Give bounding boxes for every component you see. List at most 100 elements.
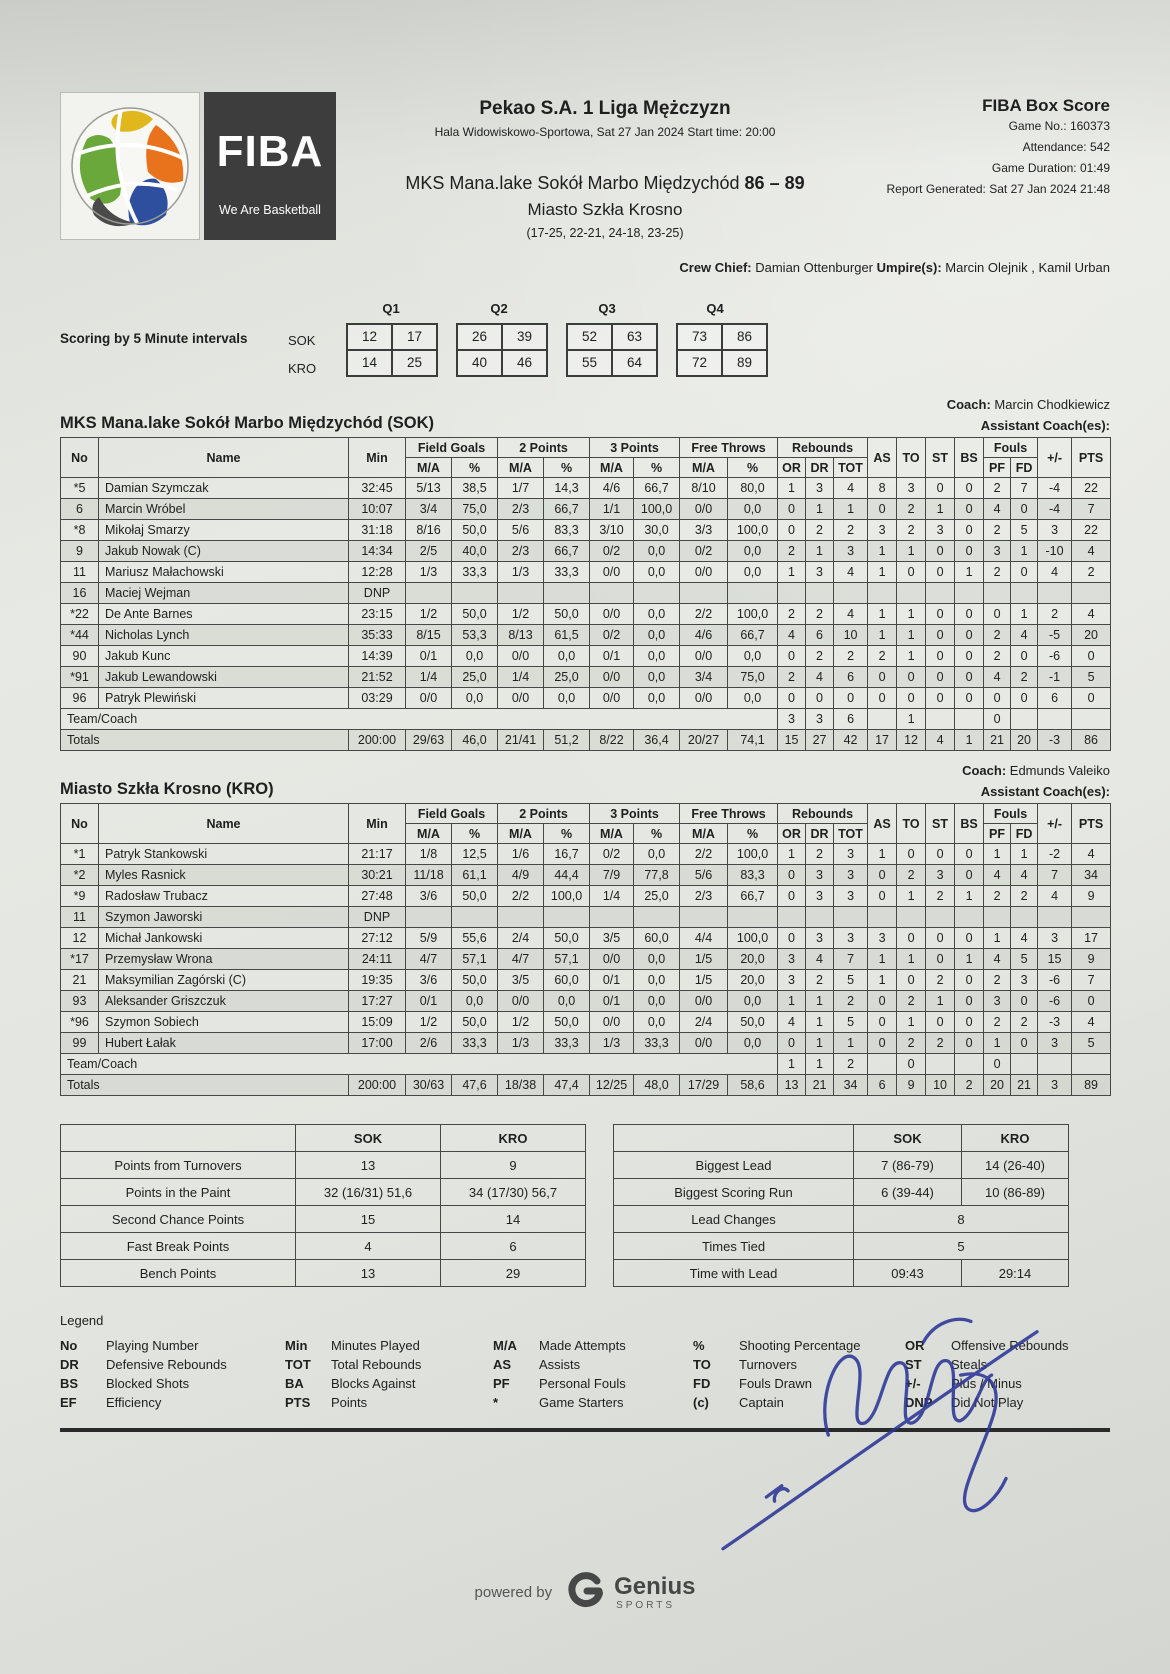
cell-fg: 8/15 [405, 624, 452, 646]
cell-p2p: 16,7 [543, 843, 591, 865]
cell-pm: 3 [1037, 927, 1073, 949]
cell-p2p: 83,3 [543, 519, 591, 541]
player-row: *44 Nicholas Lynch 35:33 8/15 53,3 8/13 61,5 0/… [60, 624, 1112, 646]
cell-min: 35:33 [348, 624, 406, 646]
intervals-grid: Q1 Q2 Q3 Q4 12 17 26 39 52 63 73 86 14 25 40 4… [346, 301, 786, 383]
cell-ft: 0/0 [679, 561, 729, 583]
kro-coach-name: Edmunds Valeiko [1009, 763, 1110, 778]
cell-or: 0 [777, 885, 807, 907]
player-row: 99 Hubert Łałak 17:00 2/6 33,3 1/3 33,3 1/3 33,3… [60, 1032, 1112, 1054]
cell-name: Maksymilian Zagórski (C) [98, 969, 349, 991]
q3-label: Q3 [598, 301, 616, 316]
cell-p2: 1/2 [497, 1011, 545, 1033]
cell-to: 2 [896, 1032, 927, 1054]
legend-entry: Min Minutes Played [285, 1336, 493, 1355]
player-row: 93 Aleksander Griszczuk 17:27 0/1 0,0 0/0 0,0 0… [60, 990, 1112, 1012]
cell-as: 3 [867, 927, 898, 949]
cell-bs [954, 906, 985, 928]
cell-pf [983, 906, 1012, 928]
cell-dr [805, 582, 835, 604]
cell-pf: 0 [983, 687, 1012, 709]
cell-dr: 3 [805, 927, 835, 949]
cell-pts: 4 [1071, 1011, 1112, 1033]
cell-p2: 0/0 [497, 990, 545, 1012]
cell-ftp: 50,0 [727, 1011, 779, 1033]
sok-totals-row: Totals 200:00 29/63 46,0 21/41 51,2 8/22 36… [60, 729, 1112, 751]
cell-fgp: 55,6 [450, 927, 499, 949]
legend-abbr: % [693, 1338, 705, 1353]
cell-no: 11 [60, 906, 99, 928]
attendance: Attendance: 542 [1022, 140, 1110, 154]
cell-fgp: 25,0 [450, 666, 499, 688]
legend-entry: TO Turnovers [693, 1355, 905, 1374]
legend-entry: ST Steals [905, 1355, 1105, 1374]
cell-ft: 4/6 [679, 624, 729, 646]
cell-fd: 7 [1010, 477, 1039, 499]
cell-fg: 0/0 [405, 687, 452, 709]
cell-min: DNP [348, 582, 406, 604]
cell-as: 1 [867, 603, 898, 625]
cell-fgp: 50,0 [450, 969, 499, 991]
cell-fgp: 50,0 [450, 1011, 499, 1033]
cell-p3: 1/3 [589, 1032, 635, 1054]
cell-p2: 1/3 [497, 1032, 545, 1054]
cell-no: *2 [60, 864, 99, 886]
cell-fgp: 33,3 [450, 1032, 499, 1054]
cell-st: 0 [925, 603, 956, 625]
cell-ft: 0/0 [679, 498, 729, 520]
cell-name: Marcin Wróbel [98, 498, 349, 520]
cell-bs: 0 [954, 1011, 985, 1033]
cell-min: 19:35 [348, 969, 406, 991]
cell-min: 03:29 [348, 687, 406, 709]
cell-name: De Ante Barnes [98, 603, 349, 625]
cell-to: 2 [896, 990, 927, 1012]
cell-p3p: 0,0 [633, 948, 681, 970]
intervals-row-kro: 14 25 40 46 55 64 72 89 [346, 349, 786, 377]
cell-dr: 1 [805, 540, 835, 562]
cell-st: 0 [925, 1011, 956, 1033]
legend-abbr: TO [693, 1357, 711, 1372]
cell-dr: 3 [805, 885, 835, 907]
cell-fd: 5 [1010, 519, 1039, 541]
cell-p3p: 0,0 [633, 1011, 681, 1033]
cell-fgp [450, 906, 499, 928]
cell-pf: 2 [983, 1011, 1012, 1033]
cell-fg: 3/6 [405, 969, 452, 991]
cell-p3p [633, 906, 681, 928]
col-2points: 2 Points [497, 437, 591, 458]
cell-name: Szymon Sobiech [98, 1011, 349, 1033]
cell-name: Jakub Lewandowski [98, 666, 349, 688]
cell-tot: 5 [833, 1011, 869, 1033]
cell-p3p: 0,0 [633, 603, 681, 625]
legend-entry: DNP Did Not Play [905, 1393, 1105, 1412]
coach-label: Coach: [962, 763, 1007, 778]
divider-rule [60, 1428, 1110, 1432]
cell-no: *96 [60, 1011, 99, 1033]
cell-fd: 1 [1010, 540, 1039, 562]
player-row: *2 Myles Rasnick 30:21 11/18 61,1 4/9 44,4 7/9 7… [60, 864, 1112, 886]
cell-pm: 4 [1037, 561, 1073, 583]
cell-pts: 7 [1071, 969, 1112, 991]
col-field-goals: Field Goals [404, 437, 499, 458]
cell-as: 0 [867, 1011, 898, 1033]
cell-pf: 3 [983, 990, 1012, 1012]
legend-abbr: * [493, 1395, 499, 1410]
cell-name: Przemysław Wrona [98, 948, 349, 970]
intervals-team-labels: SOK KRO [288, 301, 346, 383]
cell-dr: 1 [805, 1032, 835, 1054]
cell-no: *1 [60, 843, 99, 865]
cell-dr: 0 [805, 687, 835, 709]
legend: Legend No Playing Number DR Defensive Rebou… [60, 1313, 1110, 1412]
cell-fgp: 12,5 [450, 843, 499, 865]
cell-pts: 22 [1071, 477, 1112, 499]
cell-or: 1 [777, 843, 807, 865]
cell-p2p: 0,0 [543, 645, 591, 667]
cell-st: 0 [925, 477, 956, 499]
cell-p2: 1/4 [497, 666, 545, 688]
cell-p3: 1/1 [589, 498, 635, 520]
cell-p2: 2/3 [497, 540, 545, 562]
cell-fgp: 50,0 [450, 519, 499, 541]
cell-tot: 1 [833, 498, 869, 520]
cell-fg: 0/1 [405, 990, 452, 1012]
cell-fgp: 61,1 [450, 864, 499, 886]
